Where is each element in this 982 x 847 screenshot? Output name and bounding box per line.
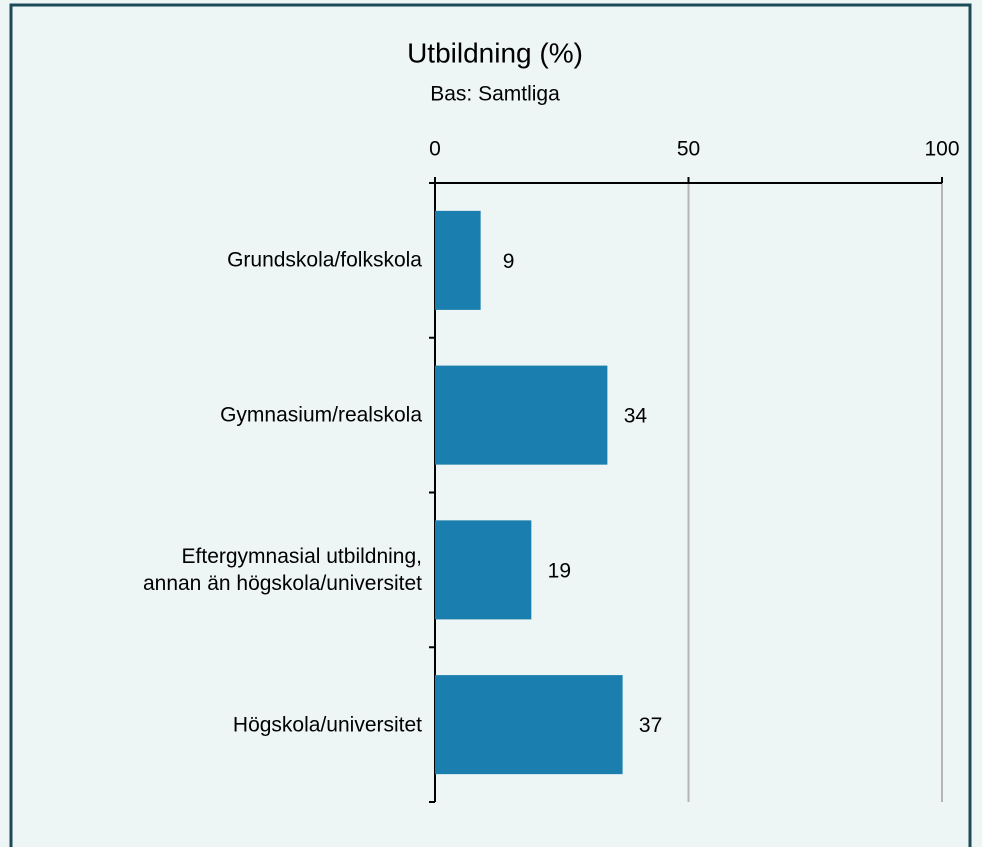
category-label: Högskola/universitet bbox=[232, 713, 422, 737]
value-label: 37 bbox=[639, 714, 662, 737]
bar bbox=[435, 675, 623, 775]
bar bbox=[435, 210, 481, 310]
category-label: Grundskola/folkskola bbox=[227, 248, 422, 272]
x-tick-label: 0 bbox=[429, 138, 441, 161]
x-tick-label: 100 bbox=[924, 138, 959, 161]
value-label: 34 bbox=[624, 405, 648, 428]
value-label: 9 bbox=[503, 250, 515, 273]
x-tick-label: 50 bbox=[677, 138, 700, 161]
category-label: Gymnasium/realskola bbox=[220, 403, 422, 427]
value-label: 19 bbox=[548, 559, 571, 582]
category-label: Eftergymnasial utbildning, annan än högs… bbox=[142, 544, 422, 595]
bar bbox=[435, 365, 608, 465]
bar bbox=[435, 520, 532, 620]
chart-title: Utbildning (%) bbox=[407, 37, 583, 68]
chart-subtitle: Bas: Samtliga bbox=[430, 83, 560, 106]
